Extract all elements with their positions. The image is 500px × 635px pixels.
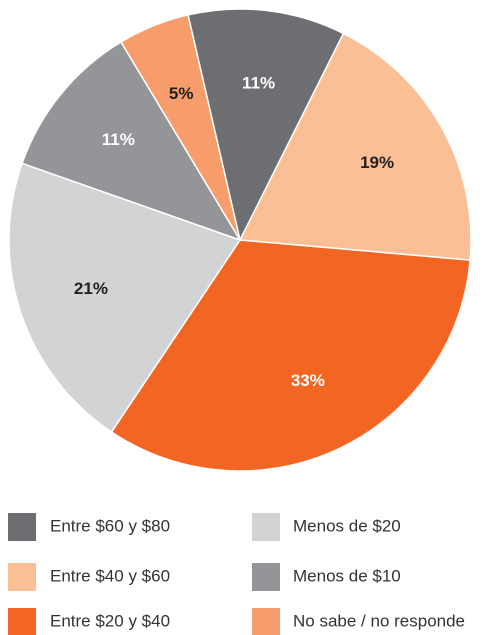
legend-label: Menos de $20 (293, 516, 401, 535)
legend-label: Menos de $10 (293, 566, 401, 585)
pie-slice (238, 32, 472, 261)
pie-slice (119, 14, 241, 241)
legend-label: Entre $20 y $40 (50, 611, 170, 630)
legend-swatch (252, 608, 280, 635)
data-label: 11% (102, 130, 135, 149)
data-label: 5% (169, 84, 194, 103)
data-label: 21% (74, 279, 108, 298)
data-label: 19% (360, 153, 394, 172)
pie-slice (21, 40, 242, 242)
data-label: 33% (291, 371, 325, 390)
legend-swatch (8, 563, 36, 591)
data-label: 11% (242, 74, 275, 93)
legend-label: Entre $40 y $60 (50, 566, 170, 585)
legend-label: No sabe / no responde (293, 611, 465, 630)
legend-label: Entre $60 y $80 (50, 516, 170, 535)
legend-swatch (8, 608, 36, 635)
legend-swatch (252, 513, 280, 541)
legend-swatch (252, 563, 280, 591)
legend-swatch (8, 513, 36, 541)
pie-slice (8, 162, 242, 433)
pie-slice (110, 239, 471, 472)
